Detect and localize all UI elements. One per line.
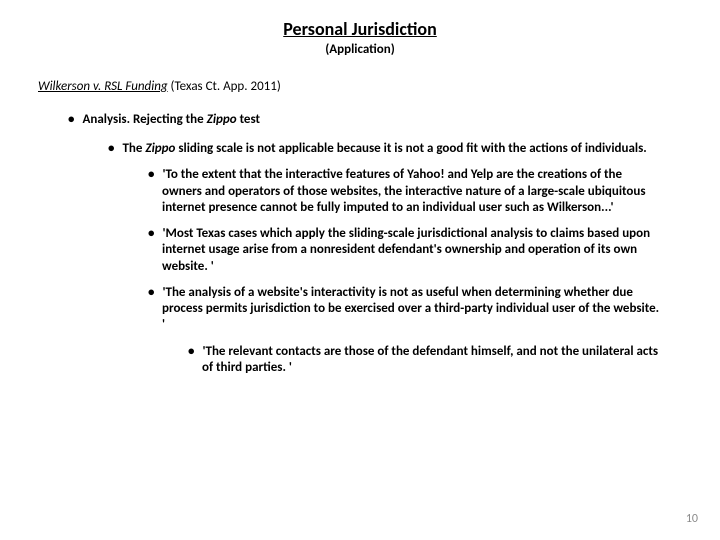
bullet-marker: • — [148, 167, 154, 182]
case-name: Wilkerson v. RSL Funding — [38, 79, 168, 94]
analysis-suffix: test — [237, 112, 260, 127]
bullet-marker: • — [68, 112, 74, 127]
analysis-italic: Zippo — [207, 112, 237, 127]
bullet-point1a: • 'To the extent that the interactive fea… — [148, 167, 660, 216]
bullet-marker: • — [148, 285, 154, 300]
bullet-point1c1: • 'The relevant contacts are those of the… — [188, 344, 660, 377]
bullet-analysis: • Analysis. Rejecting the Zippo test — [68, 112, 690, 127]
analysis-main: Rejecting the — [133, 112, 207, 127]
slide-subtitle: (Application) — [30, 42, 690, 57]
p1c1-text: 'The relevant contacts are those of the … — [202, 344, 658, 375]
p1c-text: 'The analysis of a website's interactivi… — [162, 285, 659, 333]
bullet-point1: • The Zippo sliding scale is not applicab… — [108, 141, 660, 157]
p1b-text: 'Most Texas cases which apply the slidin… — [162, 226, 650, 274]
analysis-prefix: Analysis. — [82, 112, 133, 127]
bullet-point1b: • 'Most Texas cases which apply the slidi… — [148, 226, 660, 275]
case-court: (Texas Ct. App. 2011) — [168, 79, 281, 94]
p1-italic: Zippo — [145, 141, 175, 156]
bullet-marker: • — [108, 141, 114, 156]
case-citation: Wilkerson v. RSL Funding (Texas Ct. App.… — [38, 79, 690, 94]
p1-rest: sliding scale is not applicable because … — [175, 141, 646, 156]
bullet-marker: • — [188, 344, 194, 359]
slide-title: Personal Jurisdiction — [30, 18, 690, 40]
bullet-marker: • — [148, 226, 154, 241]
bullet-point1c: • 'The analysis of a website's interactiv… — [148, 285, 660, 334]
p1a-text: 'To the extent that the interactive feat… — [162, 167, 646, 215]
page-number: 10 — [686, 512, 698, 526]
p1-prefix: The — [122, 141, 145, 156]
